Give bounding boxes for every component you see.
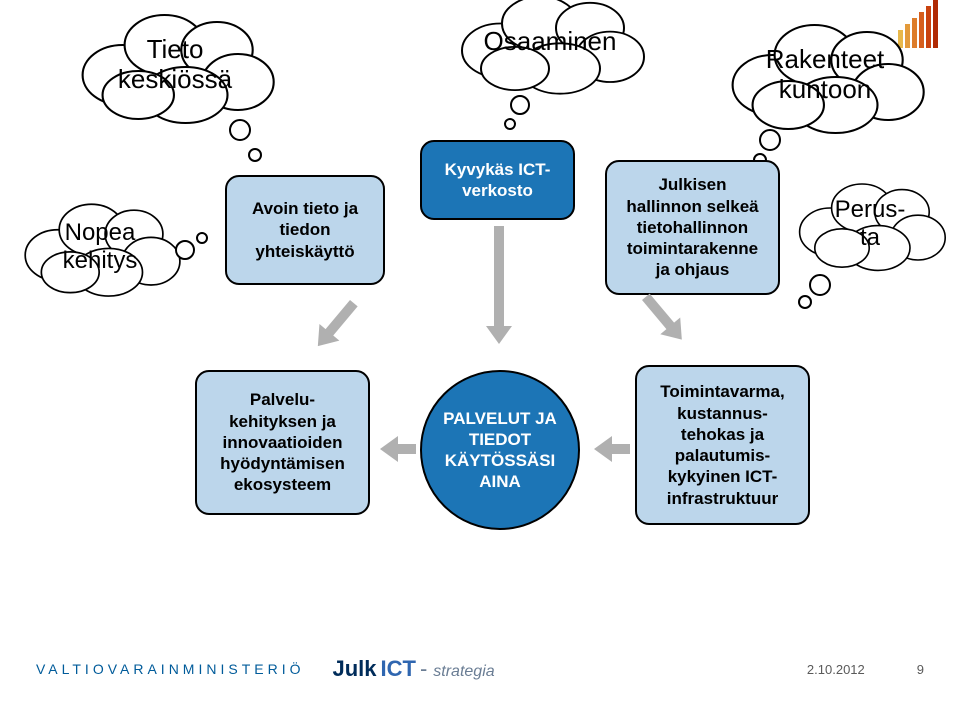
arrow-left <box>594 436 630 462</box>
footer: VALTIOVARAINMINISTERIÖ JulkICT - strateg… <box>0 644 960 694</box>
hyphen-icon: - <box>420 656 427 682</box>
logo-ict: ICT <box>381 656 416 682</box>
julkict-logo: JulkICT - strategia <box>332 656 494 682</box>
logo-strategia: strategia <box>433 663 494 681</box>
slide: Tietokeskiössä Osaaminen Rakenteetkuntoo… <box>0 0 960 716</box>
arrow-down <box>308 295 364 355</box>
ministry-name: VALTIOVARAINMINISTERIÖ <box>36 661 304 677</box>
logo-julk: Julk <box>332 656 376 682</box>
arrows-layer <box>0 0 960 716</box>
arrow-down <box>486 226 512 344</box>
arrow-left <box>380 436 416 462</box>
arrow-down <box>636 288 692 348</box>
footer-page-number: 9 <box>917 662 924 677</box>
footer-date: 2.10.2012 <box>807 662 865 677</box>
